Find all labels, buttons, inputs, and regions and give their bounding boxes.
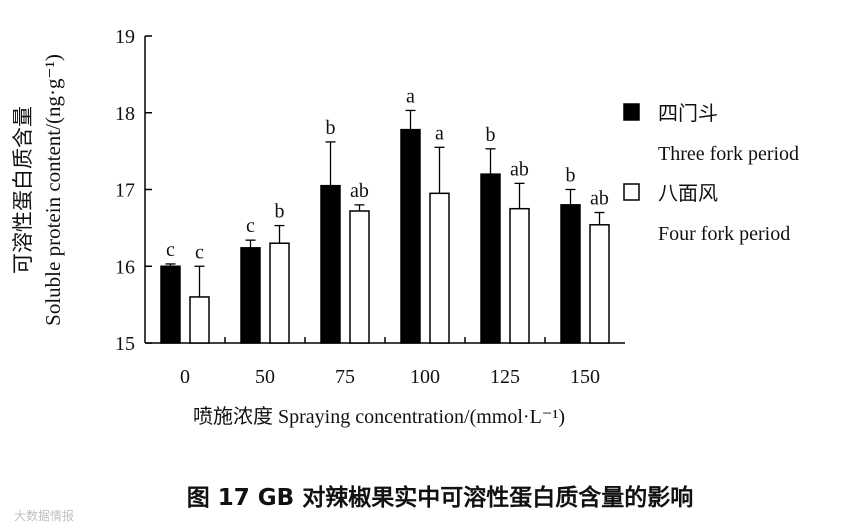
bar-series-2	[429, 192, 450, 344]
bar-series-2	[509, 207, 530, 344]
significance-letter: c	[195, 241, 204, 263]
legend-label-en: Three fork period	[658, 143, 799, 165]
legend-label-cn: 四门斗	[658, 102, 718, 125]
bar-series-2	[349, 210, 370, 344]
bar-series-1	[400, 128, 421, 344]
significance-letter: b	[486, 124, 496, 146]
bar-series-1	[240, 247, 261, 344]
x-tick-label: 75	[335, 366, 355, 388]
watermark: 大数据情报	[14, 508, 74, 523]
significance-letter: a	[435, 122, 444, 144]
bar-series-1	[320, 184, 341, 344]
legend-swatch-2	[623, 183, 640, 201]
significance-letter: b	[566, 165, 576, 187]
figure-caption: 图 17 GB 对辣椒果实中可溶性蛋白质含量的影响	[187, 484, 693, 511]
x-axis: 0 50 75 100 125 150	[145, 337, 625, 388]
bar-series-2	[589, 224, 610, 344]
legend: 四门斗 Three fork period 八面风 Four fork period	[623, 102, 799, 245]
significance-letter: c	[166, 239, 175, 261]
significance-letter: a	[406, 85, 415, 107]
x-tick-label: 50	[255, 366, 275, 388]
x-tick-label: 100	[410, 366, 440, 388]
y-tick-label: 19	[115, 26, 135, 48]
significance-letter: ab	[510, 158, 529, 180]
legend-label-en: Four fork period	[658, 223, 790, 245]
bar-series-1	[160, 265, 181, 344]
y-tick-label: 17	[115, 180, 135, 202]
significance-letter: b	[326, 117, 336, 139]
bar-series-2	[189, 296, 210, 344]
x-tick-label: 125	[490, 366, 520, 388]
y-axis: 15 16 17 18 19	[115, 26, 152, 355]
bar-series-1	[480, 173, 501, 344]
y-tick-label: 16	[115, 256, 135, 278]
legend-swatch-1	[623, 103, 640, 121]
y-tick-label: 18	[115, 103, 135, 125]
significance-letter: ab	[590, 188, 609, 210]
y-axis-label-en: Soluble protein content/(ng·g⁻¹)	[41, 54, 65, 326]
x-axis-label: 喷施浓度 Spraying concentration/(mmol·L⁻¹)	[193, 405, 565, 428]
significance-letter: b	[275, 201, 285, 223]
x-tick-label: 150	[570, 366, 600, 388]
y-tick-label: 15	[115, 333, 135, 355]
legend-label-cn: 八面风	[658, 183, 718, 205]
x-tick-label: 0	[180, 366, 190, 388]
significance-letter: ab	[350, 180, 369, 202]
y-axis-label-cn: 可溶性蛋白质含量	[11, 106, 35, 274]
significance-letter: c	[246, 215, 255, 237]
bar-series-1	[560, 204, 581, 344]
bar-series-2	[269, 242, 290, 344]
